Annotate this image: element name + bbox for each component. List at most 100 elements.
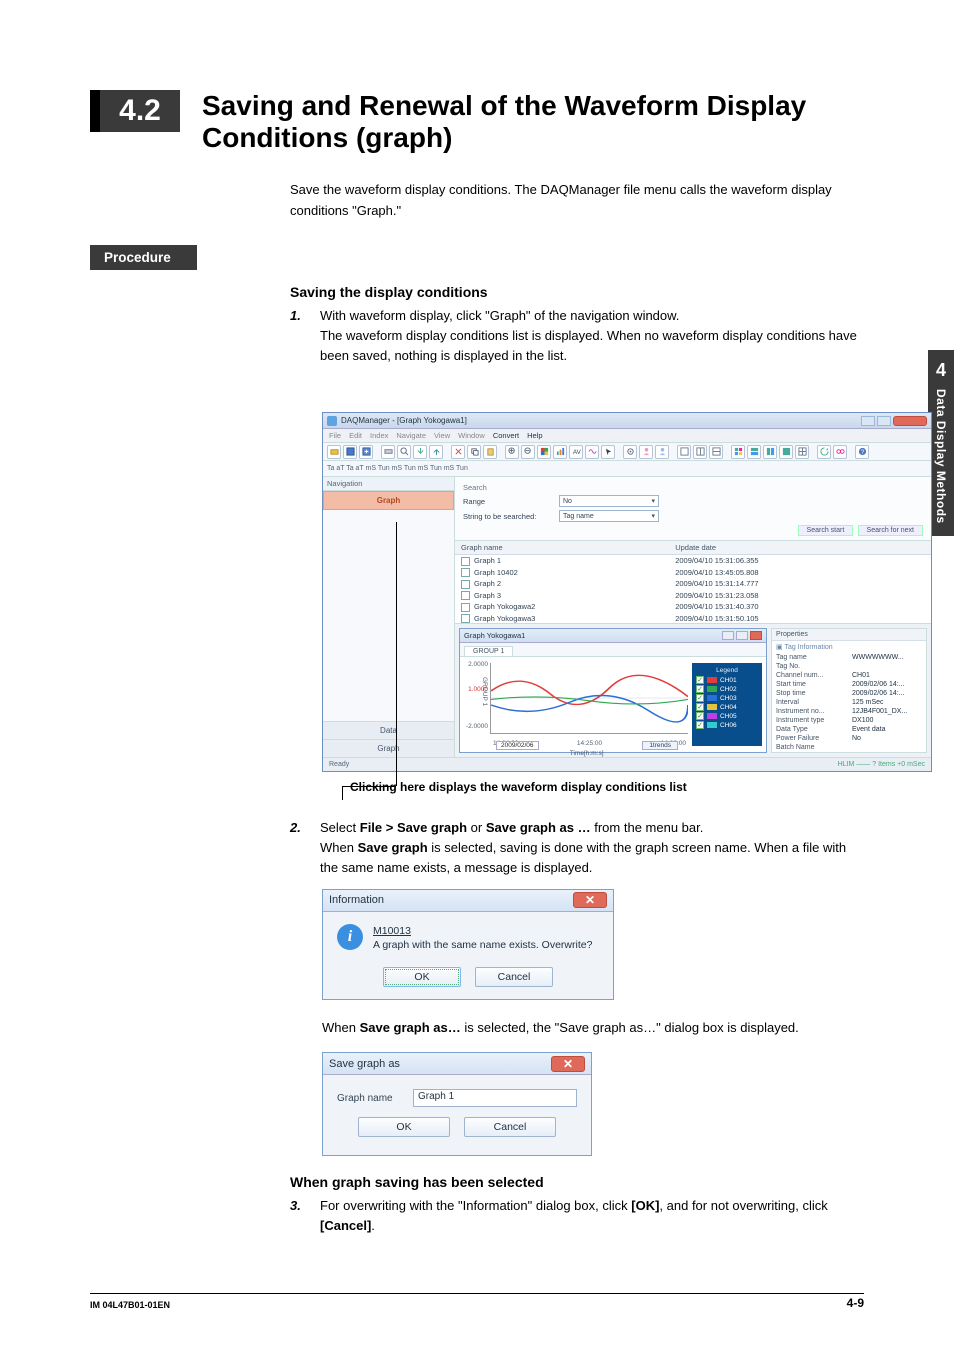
legend-item[interactable]: ✓CH01 bbox=[696, 676, 758, 684]
search-string-label: String to be searched: bbox=[463, 512, 553, 521]
tb-g2-icon[interactable] bbox=[747, 445, 761, 459]
legend-item[interactable]: ✓CH02 bbox=[696, 685, 758, 693]
tb-g4-icon[interactable] bbox=[779, 445, 793, 459]
section-number: 4.2 bbox=[119, 94, 161, 127]
list-row[interactable]: Graph 104022009/04/10 13:45:05.808 bbox=[455, 567, 931, 579]
save-as-ok-button[interactable]: OK bbox=[358, 1117, 450, 1137]
subheading-when-saving: When graph saving has been selected bbox=[290, 1174, 864, 1190]
menu-convert[interactable]: Convert bbox=[493, 431, 519, 440]
tb-color-icon[interactable] bbox=[537, 445, 551, 459]
tb-g1-icon[interactable] bbox=[731, 445, 745, 459]
list-row[interactable]: Graph 12009/04/10 15:31:06.355 bbox=[455, 555, 931, 567]
tb-zoomin-icon[interactable] bbox=[505, 445, 519, 459]
tb-saveas-icon[interactable] bbox=[359, 445, 373, 459]
col-graph-name: Graph name bbox=[455, 541, 669, 555]
tb-wave-icon[interactable] bbox=[585, 445, 599, 459]
search-next-button[interactable]: Search for next bbox=[858, 525, 923, 536]
menu-help[interactable]: Help bbox=[527, 431, 542, 440]
tb-panel2-icon[interactable] bbox=[693, 445, 707, 459]
list-row[interactable]: Graph 22009/04/10 15:31:14.777 bbox=[455, 578, 931, 590]
minimize-btn[interactable] bbox=[861, 416, 875, 426]
menu-view[interactable]: View bbox=[434, 431, 450, 440]
maximize-btn[interactable] bbox=[877, 416, 891, 426]
prop-key: Tag No. bbox=[776, 663, 848, 670]
tb-open-icon[interactable] bbox=[327, 445, 341, 459]
tb-preview-icon[interactable] bbox=[397, 445, 411, 459]
list-cell-date: 2009/04/10 15:31:14.777 bbox=[669, 578, 931, 590]
list-cell-name: Graph Yokogawa2 bbox=[455, 601, 669, 613]
tb-paste-icon[interactable] bbox=[483, 445, 497, 459]
tb-help-icon[interactable]: ? bbox=[855, 445, 869, 459]
tb-av-icon[interactable]: AV bbox=[569, 445, 583, 459]
info-cancel-button[interactable]: Cancel bbox=[475, 967, 553, 987]
list-cell-date: 2009/04/10 15:31:40.370 bbox=[669, 601, 931, 613]
menu-index[interactable]: Index bbox=[370, 431, 388, 440]
nav-bottom-data[interactable]: Data bbox=[323, 721, 454, 739]
tb-import-icon[interactable] bbox=[413, 445, 427, 459]
plot-canvas: 14:24:00 14:25:00 14:26:00 Time[h:m:s] bbox=[490, 663, 688, 734]
list-cell-name: Graph 2 bbox=[455, 578, 669, 590]
menu-edit[interactable]: Edit bbox=[349, 431, 362, 440]
tb-export-icon[interactable] bbox=[429, 445, 443, 459]
menu-navigate[interactable]: Navigate bbox=[396, 431, 426, 440]
info-dialog-close-btn[interactable]: ✕ bbox=[573, 892, 607, 908]
range-label: Range bbox=[463, 497, 553, 506]
tb-cursor-icon[interactable] bbox=[601, 445, 615, 459]
list-cell-name: Graph 10402 bbox=[455, 567, 669, 579]
tb-ref-icon[interactable] bbox=[817, 445, 831, 459]
list-row[interactable]: Graph 32009/04/10 15:31:23.058 bbox=[455, 590, 931, 602]
legend-item[interactable]: ✓CH04 bbox=[696, 703, 758, 711]
tb-gear-icon[interactable] bbox=[623, 445, 637, 459]
tb-zoomout-icon[interactable] bbox=[521, 445, 535, 459]
prop-val: No bbox=[852, 735, 922, 742]
graph-max-btn[interactable] bbox=[736, 631, 748, 640]
tb-panel3-icon[interactable] bbox=[709, 445, 723, 459]
tb-link-icon[interactable] bbox=[833, 445, 847, 459]
tb-g3-icon[interactable] bbox=[763, 445, 777, 459]
footer-left: IM 04L47B01-01EN bbox=[90, 1300, 170, 1310]
nav-tab-graph[interactable]: Graph bbox=[323, 491, 454, 510]
graph-group-tab[interactable]: GROUP 1 bbox=[464, 646, 513, 656]
nav-bottom-graph[interactable]: Graph bbox=[323, 739, 454, 757]
menu-window[interactable]: Window bbox=[458, 431, 485, 440]
search-start-button[interactable]: Search start bbox=[798, 525, 854, 536]
prop-key: Channel num... bbox=[776, 672, 848, 679]
menu-file[interactable]: File bbox=[329, 431, 341, 440]
tb-save-icon[interactable] bbox=[343, 445, 357, 459]
navigation-panel: Navigation Graph Data Graph bbox=[323, 477, 455, 757]
tb-g5-icon[interactable] bbox=[795, 445, 809, 459]
tb-print-icon[interactable] bbox=[381, 445, 395, 459]
range-select[interactable]: No bbox=[559, 495, 659, 507]
tb-copy-icon[interactable] bbox=[467, 445, 481, 459]
tb-chart-icon[interactable] bbox=[553, 445, 567, 459]
toolbar-labels: Ta aT Ta aT mS Tun mS Tun mS Tun mS Tun bbox=[327, 465, 468, 472]
info-icon: i bbox=[337, 924, 363, 950]
tb-panel1-icon[interactable] bbox=[677, 445, 691, 459]
legend-label: CH03 bbox=[720, 695, 737, 702]
legend-item[interactable]: ✓CH03 bbox=[696, 694, 758, 702]
graph-close-btn[interactable] bbox=[750, 631, 762, 640]
list-row[interactable]: Graph Yokogawa32009/04/10 15:31:50.105 bbox=[455, 613, 931, 624]
prop-key: Batch Name bbox=[776, 744, 848, 751]
toolbar-row-1: AV ? bbox=[323, 443, 931, 461]
legend-item[interactable]: ✓CH06 bbox=[696, 721, 758, 729]
prop-val: Event data bbox=[852, 726, 922, 733]
tb-user2-icon[interactable] bbox=[655, 445, 669, 459]
save-as-close-btn[interactable]: ✕ bbox=[551, 1056, 585, 1072]
tb-user-icon[interactable] bbox=[639, 445, 653, 459]
search-panel: Search Range No String to be searched: T… bbox=[455, 477, 931, 541]
properties-header: Properties bbox=[772, 629, 926, 641]
graph-list-panel: Graph name Update date Graph 12009/04/10… bbox=[455, 541, 931, 624]
info-ok-button[interactable]: OK bbox=[383, 967, 461, 987]
close-btn[interactable] bbox=[893, 416, 927, 426]
save-as-cancel-button[interactable]: Cancel bbox=[464, 1117, 556, 1137]
legend-label: CH01 bbox=[720, 677, 737, 684]
search-string-select[interactable]: Tag name bbox=[559, 510, 659, 522]
save-as-name-input[interactable]: Graph 1 bbox=[413, 1089, 577, 1107]
save-as-name-label: Graph name bbox=[337, 1093, 403, 1104]
legend-item[interactable]: ✓CH05 bbox=[696, 712, 758, 720]
list-row[interactable]: Graph Yokogawa22009/04/10 15:31:40.370 bbox=[455, 601, 931, 613]
tb-cut-icon[interactable] bbox=[451, 445, 465, 459]
procedure-label: Procedure bbox=[90, 245, 197, 270]
graph-min-btn[interactable] bbox=[722, 631, 734, 640]
